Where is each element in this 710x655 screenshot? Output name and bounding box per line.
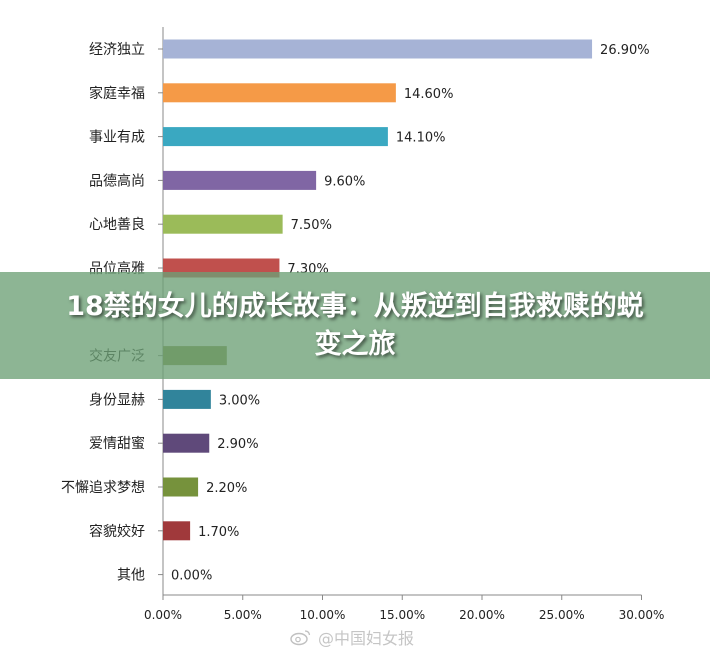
value-label: 3.00%: [219, 393, 260, 408]
category-label: 品德高尚: [89, 172, 145, 189]
bar: [163, 477, 199, 497]
category-label: 爱情甜蜜: [89, 436, 145, 452]
bar: [163, 83, 396, 103]
bar: [163, 521, 191, 541]
chart-bars: [163, 39, 593, 541]
bar: [163, 39, 593, 59]
bar: [163, 127, 388, 147]
value-label: 2.90%: [217, 437, 258, 452]
value-label: 7.50%: [291, 218, 332, 233]
category-label: 经济独立: [89, 42, 145, 58]
x-tick-label: 15.00%: [379, 608, 425, 622]
value-label: 2.20%: [206, 481, 247, 496]
category-label: 事业有成: [89, 130, 145, 146]
weibo-icon: [290, 630, 311, 646]
x-tick-labels: 0.00% 5.00% 10.00% 15.00% 20.00% 25.00% 30.00%: [144, 608, 664, 622]
bar: [163, 433, 210, 453]
category-label: 家庭幸福: [89, 85, 145, 102]
value-label: 14.60%: [404, 87, 454, 102]
category-label: 其他: [117, 568, 145, 584]
value-label: 26.90%: [600, 43, 650, 58]
watermark-text: @中国妇女报: [318, 629, 415, 648]
value-label: 0.00%: [171, 569, 212, 584]
category-label: 容貌姣好: [89, 523, 145, 540]
watermark: @中国妇女报: [290, 625, 414, 649]
category-label: 身份显赫: [89, 392, 145, 408]
bar: [163, 214, 283, 234]
title-banner: 18禁的女儿的成长故事：从叛逆到自我救赎的蜕变之旅: [0, 272, 710, 379]
bar: [163, 170, 317, 190]
value-labels: 26.90%14.60%14.10%9.60%7.50%7.30%3.00%2.…: [171, 43, 650, 584]
value-label: 1.70%: [198, 525, 239, 540]
x-tick-label: 10.00%: [300, 608, 346, 622]
value-label: 9.60%: [324, 174, 365, 189]
category-label: 心地善良: [89, 217, 145, 233]
x-tick-label: 25.00%: [539, 608, 585, 622]
x-tick-label: 30.00%: [619, 608, 665, 622]
banner-title: 18禁的女儿的成长故事：从叛逆到自我救赎的蜕变之旅: [66, 290, 644, 360]
x-tick-label: 20.00%: [459, 608, 505, 622]
x-tick-label: 5.00%: [224, 608, 262, 622]
value-label: 14.10%: [396, 131, 446, 146]
bar: [163, 389, 211, 409]
x-tick-label: 0.00%: [144, 608, 182, 622]
category-label: 不懈追求梦想: [61, 479, 145, 496]
